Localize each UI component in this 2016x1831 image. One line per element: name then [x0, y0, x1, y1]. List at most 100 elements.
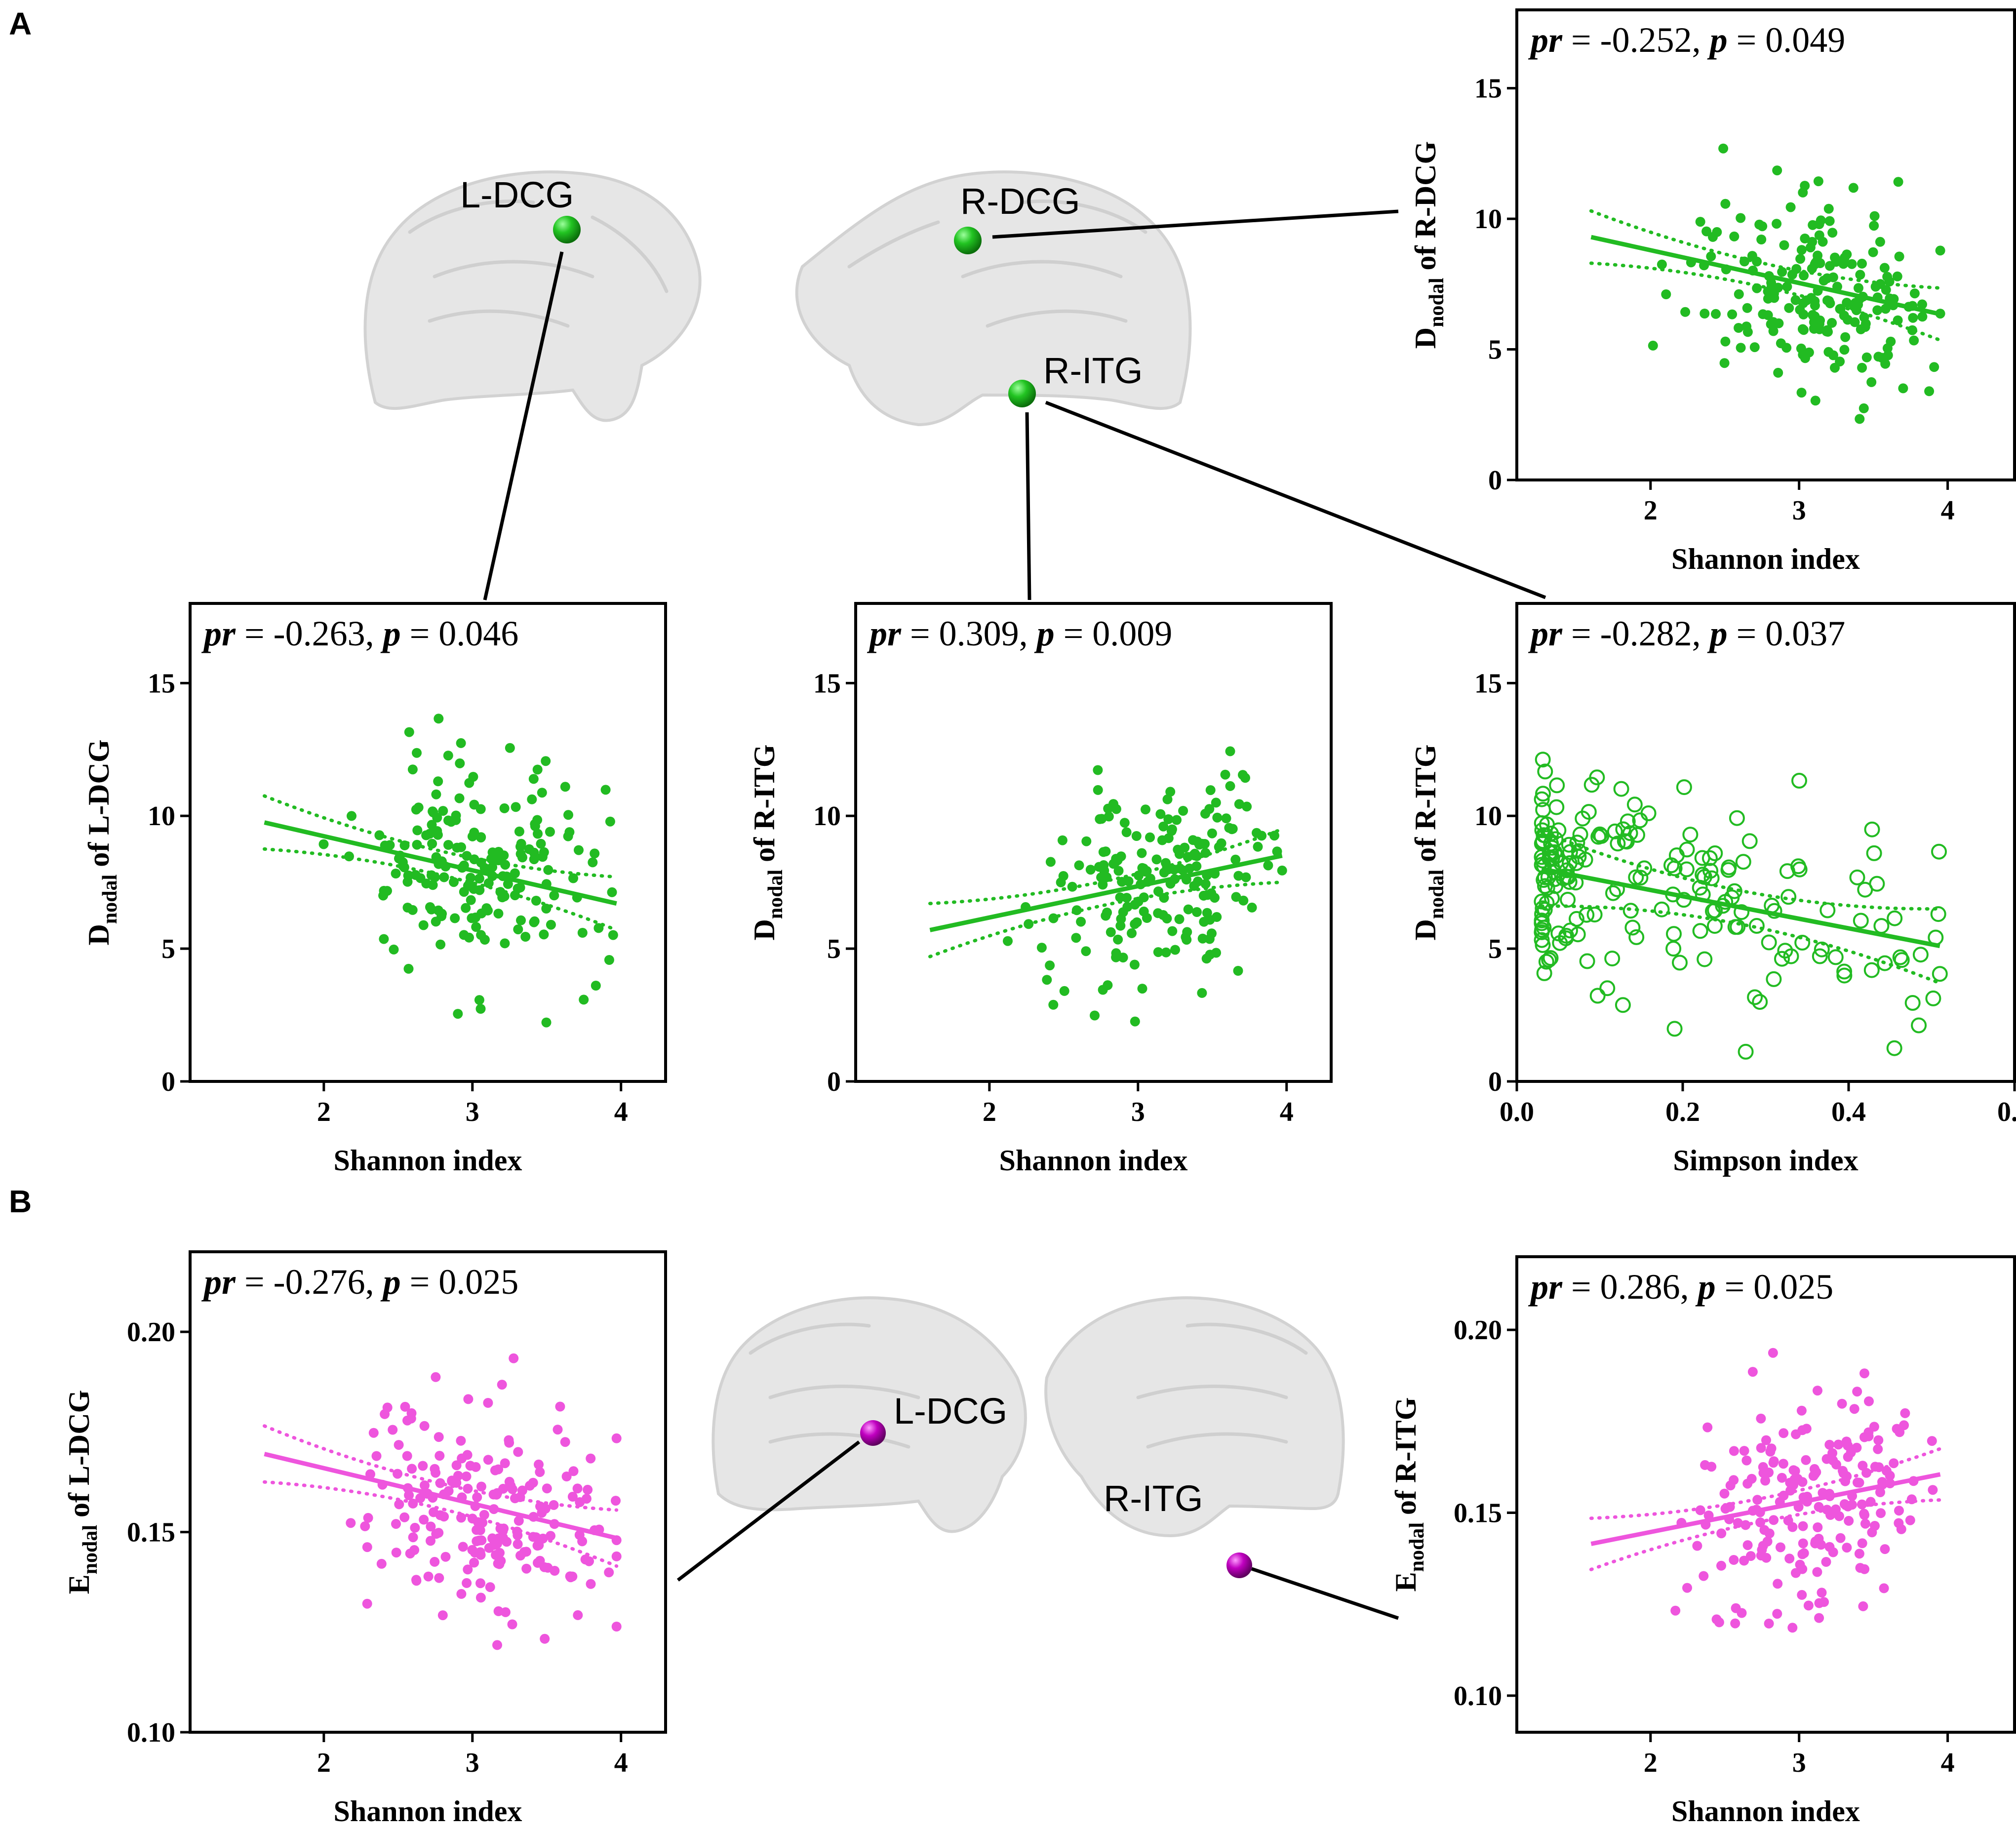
scatter-point: [1699, 1571, 1709, 1581]
scatter-point: [1539, 880, 1555, 896]
scatter-point: [560, 782, 570, 792]
brain-right-a: [795, 170, 1192, 427]
scatter-point: [1924, 386, 1935, 397]
scatter-point: [500, 860, 511, 870]
scatter-point: [467, 913, 477, 923]
scatter-point: [1810, 396, 1820, 406]
scatter-point: [1534, 915, 1550, 931]
scatter-point: [1738, 1043, 1754, 1060]
scatter-point: [1586, 907, 1603, 923]
scatter-point: [425, 829, 435, 839]
scatter-point: [1599, 980, 1616, 996]
scatter-point: [553, 1425, 563, 1435]
scatter-point: [1626, 796, 1643, 813]
scatter-point: [419, 1514, 429, 1525]
scatter-point: [1628, 869, 1644, 885]
x-tick-label: 2: [317, 1097, 331, 1127]
scatter-point: [1814, 219, 1824, 229]
scatter-point: [1132, 917, 1142, 927]
scatter-point: [1893, 177, 1903, 187]
y-tick-label: 0.10: [1454, 1681, 1502, 1712]
scatter-point: [1739, 1446, 1749, 1456]
scatter-point: [605, 816, 615, 827]
scatter-point: [1549, 777, 1565, 794]
scatter-point: [1764, 1528, 1775, 1539]
scatter-point: [536, 838, 546, 849]
scatter-point: [443, 1486, 454, 1496]
scatter-point: [1873, 1444, 1883, 1454]
scatter-point: [1535, 802, 1551, 818]
scatter-point: [434, 714, 444, 724]
scatter-point: [1813, 1522, 1823, 1532]
scatter-point: [1139, 906, 1149, 916]
x-tick-label: 3: [1792, 495, 1806, 526]
scatter-point: [1702, 1422, 1713, 1433]
scatter-point: [1894, 1506, 1904, 1516]
scatter-point: [1277, 865, 1287, 876]
scatter-point: [1220, 769, 1230, 780]
scatter-point: [426, 1521, 436, 1532]
scatter-point: [450, 913, 460, 923]
scatter-point: [1749, 342, 1760, 353]
scatter-points: [1534, 752, 1948, 1060]
scatter-point: [1935, 245, 1945, 256]
panel-letter-a: A: [9, 6, 32, 41]
scatter-point: [1059, 986, 1069, 996]
scatter-point: [1879, 263, 1890, 273]
scatter-point: [1703, 870, 1720, 886]
scatter-point: [474, 874, 484, 884]
scatter-point: [476, 1535, 487, 1546]
scatter-point: [1702, 863, 1719, 879]
scatter-point: [1772, 219, 1782, 229]
scatter-point: [1676, 779, 1692, 796]
scatter-point: [1866, 377, 1877, 387]
label-ritg-b: R-ITG: [1104, 1478, 1203, 1519]
scatter-point: [318, 839, 329, 849]
scatter-point: [1607, 823, 1623, 839]
scatter-point: [443, 815, 453, 826]
scatter-point: [1695, 217, 1705, 227]
scatter-point: [1827, 949, 1844, 965]
scatter-point: [1756, 235, 1767, 244]
scatter-point: [1823, 347, 1834, 357]
scatter-point: [410, 1522, 420, 1533]
scatter-point: [391, 1548, 401, 1558]
scatter-point: [600, 785, 611, 795]
scatter-point: [527, 794, 537, 804]
scatter-point: [1090, 1010, 1100, 1021]
scatter-point: [1103, 980, 1113, 991]
scatter-point: [429, 1507, 438, 1517]
scatter-point: [534, 1540, 544, 1551]
scatter-point: [504, 1476, 514, 1487]
x-tick-label: 3: [466, 1748, 479, 1778]
scatter-point: [604, 1567, 614, 1578]
scatter-point: [517, 852, 527, 863]
scatter-point: [1857, 1538, 1867, 1549]
scatter-point: [537, 788, 547, 798]
scatter-point: [545, 827, 555, 837]
scatter-point: [1657, 259, 1667, 270]
scatter-point: [1853, 913, 1869, 929]
scatter-point: [1137, 984, 1147, 994]
scatter-point: [1200, 879, 1211, 889]
scatter-point: [1539, 895, 1555, 911]
scatter-point: [1701, 226, 1712, 237]
scatter-point: [1837, 1398, 1847, 1409]
scatter-point: [1076, 916, 1086, 927]
node-ritg-a: [1008, 380, 1036, 407]
scatter-point: [472, 1492, 482, 1503]
scatter-point: [1813, 1386, 1822, 1396]
scatter-point: [456, 1435, 466, 1446]
scatter-point: [1772, 165, 1782, 176]
scatter-point: [514, 826, 524, 836]
scatter-point: [1855, 1563, 1865, 1573]
scatter-point: [496, 1556, 506, 1566]
scatter-point: [1163, 814, 1174, 824]
scatter-point: [1045, 857, 1056, 867]
scatter-point: [1843, 1440, 1853, 1451]
scatter-point: [1870, 281, 1881, 292]
scatter-point: [447, 1476, 457, 1486]
scatter-point: [1912, 947, 1929, 963]
chart-ldcg: 2 3 4 0 5 10 15 Shannon index Dnodal of L-DCG pr …: [82, 602, 667, 1177]
